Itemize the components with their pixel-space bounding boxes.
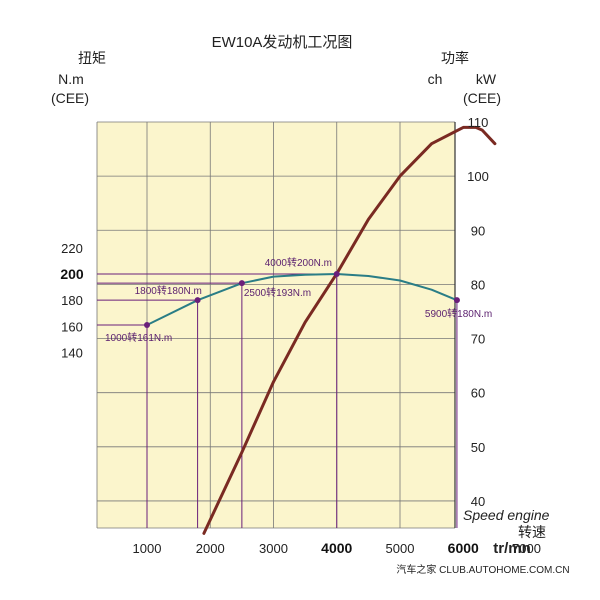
- series-group: [146, 125, 497, 535]
- right-tick-label: 110: [468, 115, 489, 130]
- watermark: 汽车之家 CLUB.AUTOHOME.COM.CN: [396, 563, 569, 576]
- torque-point: [194, 297, 201, 304]
- x-axis-label-cn: 转速: [518, 524, 546, 540]
- left-tick-label: 220: [61, 241, 83, 256]
- torque-curve: [146, 273, 458, 326]
- torque-point: [144, 322, 150, 328]
- x-tick-label: 3000: [259, 541, 288, 556]
- torque-point: [333, 271, 340, 277]
- left-tick-label: 140: [61, 345, 83, 360]
- torque-point: [238, 280, 245, 287]
- power-curve: [202, 125, 497, 535]
- right-tick-label: 40: [471, 494, 485, 509]
- x-tick-label: 1000: [133, 541, 162, 556]
- right-axis-unit-ch: ch: [428, 71, 443, 87]
- right-tick-label: 80: [471, 277, 485, 292]
- x-axis-unit: tr/mn: [493, 540, 531, 557]
- right-tick-label: 50: [471, 440, 485, 455]
- points-group: [144, 271, 460, 328]
- right-tick-label: 60: [471, 386, 485, 401]
- annotations-group: 1000转161N.m 1800转180N.m 2500转193N.m 4000转20…: [105, 256, 492, 344]
- annotation-label: 2500转193N.m: [244, 286, 311, 299]
- chart-title: EW10A发动机工况图: [212, 34, 353, 51]
- x-tick-label: 5000: [386, 541, 415, 556]
- x-axis-label-en: Speed engine: [463, 507, 550, 523]
- x-tick-label: 2000: [196, 541, 225, 556]
- torque-point: [453, 297, 460, 304]
- annotation-label: 1800转180N.m: [135, 284, 202, 297]
- annotation-label: 4000转200N.m: [265, 256, 332, 269]
- left-tick-label: 180: [61, 293, 83, 308]
- x-tick-label: 7000: [512, 541, 541, 556]
- ticks-group: 140 160 180 200 220 40 50 60 70 80 90 100 110 1000 200…: [60, 115, 541, 556]
- plot-background: [97, 122, 455, 528]
- right-tick-label: 100: [467, 169, 489, 184]
- right-axis-label: 功率: [441, 50, 469, 66]
- right-tick-label: 90: [471, 223, 485, 238]
- left-axis-label: 扭矩: [78, 50, 106, 66]
- right-tick-label: 70: [471, 332, 485, 347]
- grid: [96, 121, 456, 529]
- x-tick-label: 6000: [448, 540, 479, 556]
- right-axis-standard: (CEE): [463, 90, 501, 106]
- x-tick-label: 4000: [321, 540, 352, 556]
- left-axis-unit: N.m: [58, 71, 84, 87]
- left-axis-standard: (CEE): [51, 90, 89, 106]
- right-axis-unit-kw: kW: [476, 71, 497, 87]
- left-tick-label: 200: [60, 266, 84, 282]
- drop-lines: [97, 273, 458, 528]
- left-tick-label: 160: [61, 319, 83, 334]
- annotation-label: 5900转180N.m: [425, 307, 492, 320]
- annotation-label: 1000转161N.m: [105, 331, 172, 344]
